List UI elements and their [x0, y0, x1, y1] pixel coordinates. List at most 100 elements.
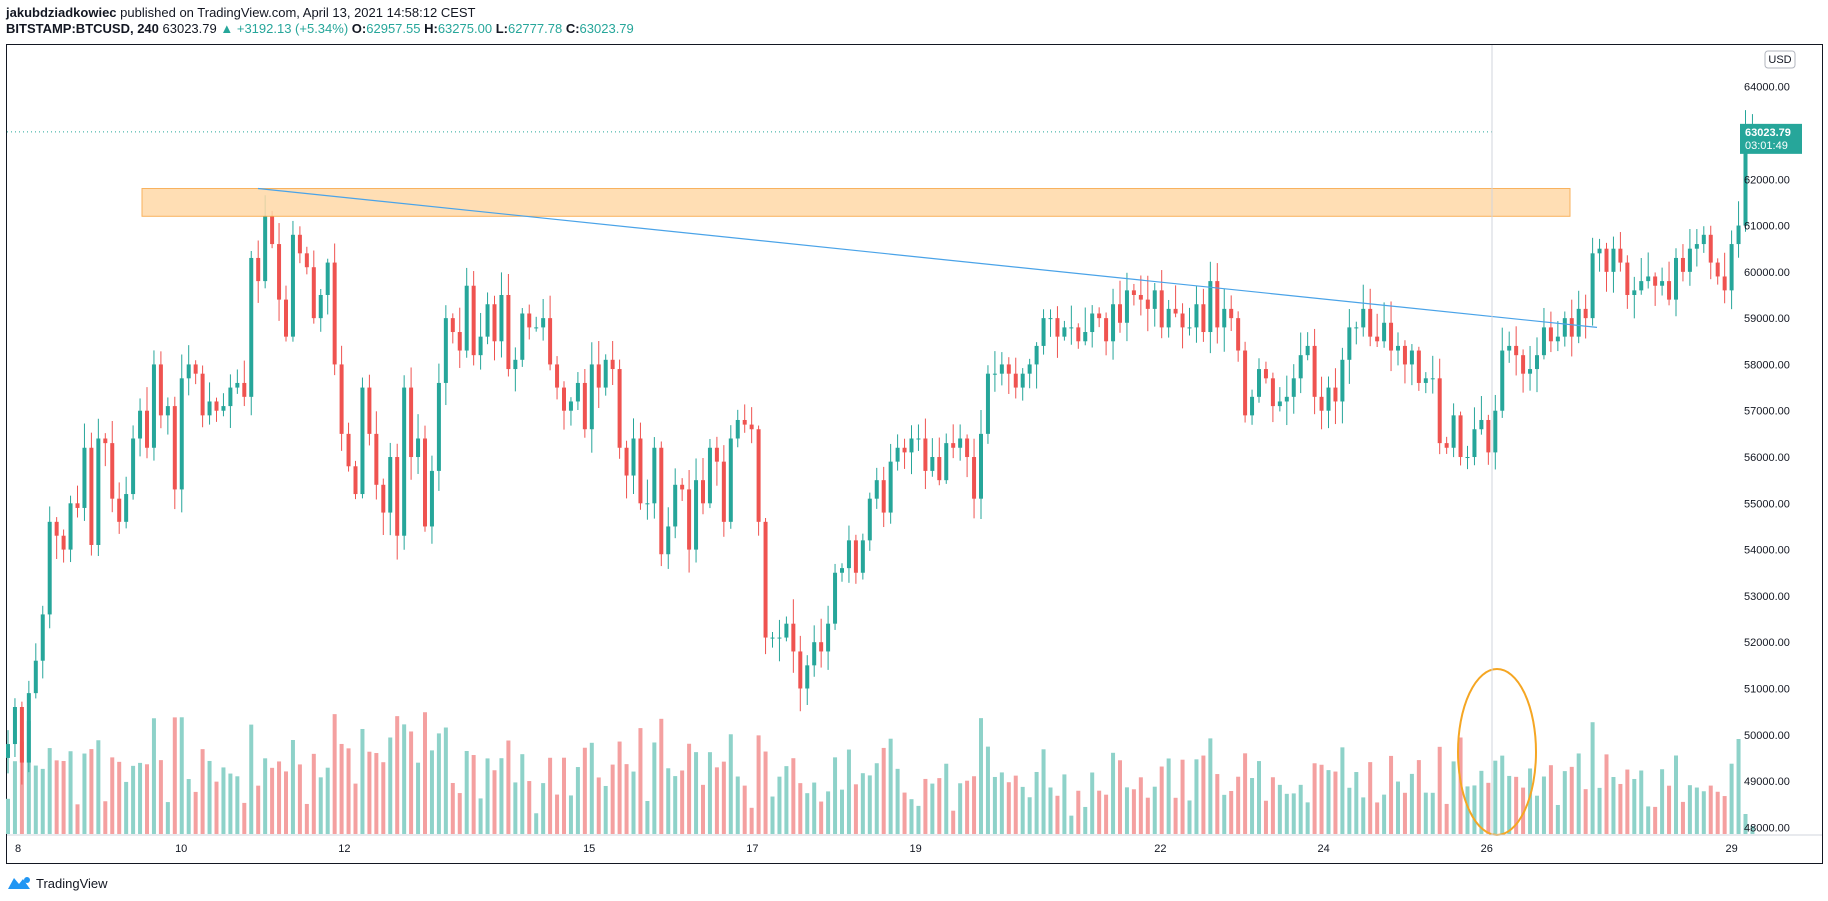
candle-body: [548, 318, 553, 365]
volume-bar: [548, 757, 553, 834]
candle-body: [346, 433, 351, 467]
volume-bar: [979, 718, 983, 834]
volume-bar: [339, 743, 344, 834]
volume-bar: [263, 758, 268, 834]
candle-body: [1618, 248, 1623, 263]
candle-body: [1055, 318, 1060, 337]
candle-body: [12, 707, 17, 745]
volume-bar: [617, 741, 622, 834]
candle-body: [68, 503, 73, 550]
candle-body: [1632, 290, 1637, 295]
volume-bar: [895, 768, 900, 834]
candle-body: [541, 318, 546, 328]
volume-bar: [6, 798, 10, 834]
volume-bar: [965, 780, 970, 834]
candle-body: [888, 461, 893, 513]
candle-body: [436, 382, 441, 471]
y-tick-label: 61000.00: [1744, 221, 1790, 233]
volume-bar: [485, 758, 490, 834]
candle-body: [728, 438, 733, 522]
candle-body: [562, 387, 566, 411]
candle-body: [568, 401, 573, 411]
candle-body: [1020, 373, 1025, 388]
volume-bar: [471, 755, 476, 834]
candle-body: [443, 318, 448, 383]
candle-body: [360, 387, 365, 495]
volume-bar: [645, 800, 650, 834]
candle-body: [937, 457, 942, 481]
volume-bar: [124, 781, 129, 834]
volume-bar: [221, 767, 226, 834]
candle-body: [499, 294, 504, 342]
volume-bar: [1194, 759, 1199, 834]
candle-body: [1500, 350, 1505, 411]
volume-bar: [277, 761, 282, 834]
countdown-label: 03:01:49: [1745, 140, 1788, 152]
candle-body: [193, 364, 198, 374]
candle-body: [402, 387, 407, 536]
volume-bar: [1423, 792, 1428, 834]
candle-body: [1076, 327, 1081, 342]
candle-body: [1138, 294, 1143, 300]
volume-bar: [999, 772, 1004, 834]
volume-bar: [701, 784, 705, 834]
trendline: [257, 187, 1598, 328]
volume-bar: [985, 746, 990, 834]
author-name[interactable]: jakubdziadkowiec: [6, 5, 117, 20]
candle-body: [812, 642, 817, 666]
candle-body: [186, 364, 191, 379]
symbol-label[interactable]: BITSTAMP:BTCUSD, 240: [6, 21, 159, 36]
candle-body: [1674, 257, 1678, 300]
volume-bar: [1270, 777, 1275, 834]
candle-body: [151, 364, 156, 448]
candle-body: [409, 387, 414, 458]
volume-bar: [374, 753, 379, 834]
volume-bar: [881, 747, 886, 834]
volume-bar: [860, 773, 865, 834]
volume-bar: [40, 768, 45, 834]
candle-body: [791, 623, 796, 652]
volume-bar: [659, 718, 664, 834]
tradingview-logo-icon: [8, 877, 30, 889]
volume-bar: [1291, 793, 1296, 834]
volume-bar: [1653, 806, 1658, 834]
volume-bar: [402, 724, 407, 834]
candle-body: [1173, 308, 1178, 314]
tradingview-footer[interactable]: TradingView: [6, 873, 108, 893]
candle-body: [575, 382, 580, 402]
candle-body: [1680, 257, 1685, 272]
volume-bar: [1409, 773, 1414, 834]
close-label: C:: [565, 21, 580, 36]
resistance-zone: [141, 188, 1571, 217]
volume-bar: [1729, 763, 1734, 834]
volume-bar: [82, 753, 87, 834]
candle-body: [165, 406, 170, 416]
candle-body: [1090, 313, 1095, 333]
candle-body: [1541, 327, 1546, 356]
open-value: 62957.55: [366, 21, 421, 36]
volume-bar: [1340, 747, 1345, 834]
volume-bar: [151, 718, 156, 834]
volume-bar: [89, 749, 94, 834]
candle-body: [1514, 345, 1519, 356]
volume-bar: [1055, 795, 1060, 834]
volume-bar: [951, 810, 956, 834]
candle-body: [527, 313, 532, 328]
candle-body: [1437, 378, 1442, 444]
volume-bar: [798, 783, 803, 834]
candle-body: [1368, 308, 1373, 337]
volume-bar: [1208, 738, 1213, 834]
price-change: ▲ +3192.13 (+5.34%): [220, 21, 349, 36]
volume-bar: [1361, 797, 1366, 834]
x-tick-label: 24: [1317, 843, 1329, 855]
volume-bar: [1097, 790, 1102, 834]
candle-body: [235, 382, 240, 388]
candle-body: [867, 498, 872, 541]
volume-bar: [846, 749, 851, 834]
candle-body: [423, 438, 427, 527]
volume-bar: [423, 712, 427, 834]
volume-bar: [840, 789, 844, 834]
symbol-legend: BITSTAMP:BTCUSD, 240 63023.79 ▲ +3192.13…: [6, 21, 634, 37]
volume-bar: [972, 776, 977, 834]
